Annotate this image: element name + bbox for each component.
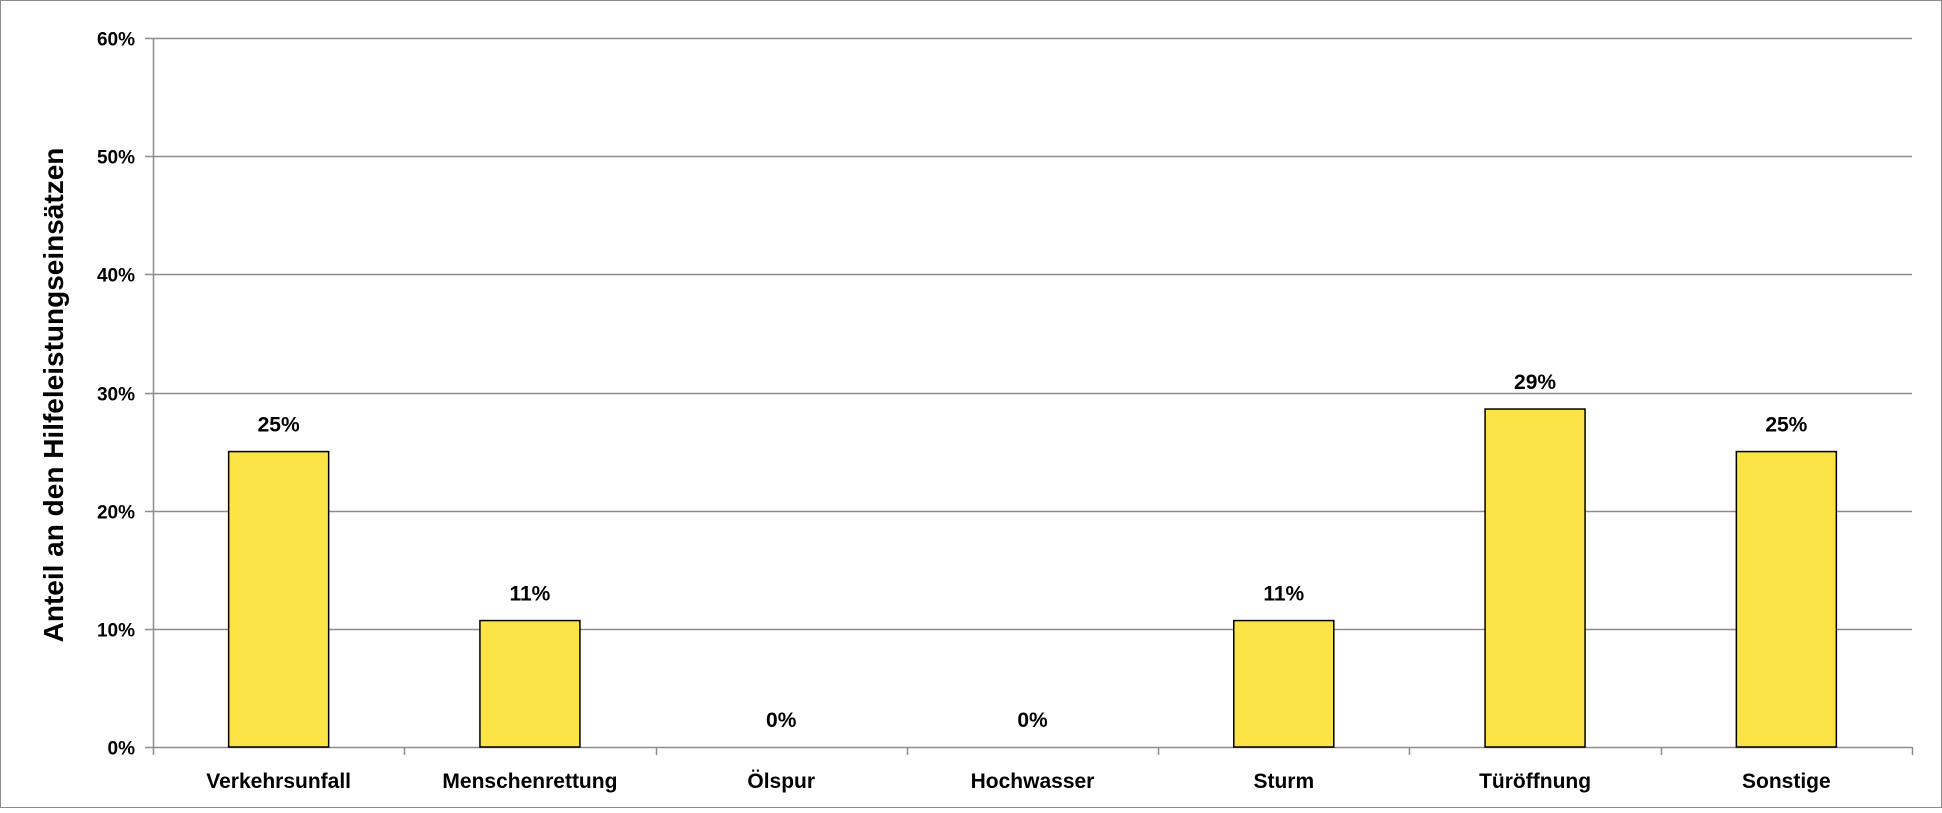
y-tick-label: 30% (97, 385, 135, 406)
bars (227, 408, 1838, 748)
data-label-1: 11% (509, 583, 550, 606)
x-tick-label-1: Menschenrettung (442, 770, 617, 793)
y-tick-label: 0% (108, 739, 136, 760)
y-axis-title: Anteil an den Hilfeleistungseinsätzen (38, 148, 69, 643)
data-label-4: 11% (1263, 583, 1304, 606)
data-label-3: 0% (1017, 709, 1048, 732)
x-tick-label-2: Ölspur (747, 770, 815, 793)
bar-6 (1735, 450, 1838, 748)
y-tick-label: 20% (97, 503, 135, 524)
gridlines (153, 37, 1912, 631)
y-tick-label: 60% (97, 30, 135, 51)
x-tick-label-3: Hochwasser (971, 770, 1095, 793)
data-label-0: 25% (258, 414, 300, 437)
y-tick-label: 50% (97, 148, 135, 169)
bar-0 (227, 450, 330, 748)
x-tick-label-0: Verkehrsunfall (206, 770, 351, 793)
x-tick-label-5: Türöffnung (1479, 770, 1591, 793)
y-tick-label: 40% (97, 266, 135, 287)
data-labels: 25% 11% 0% 0% 11% 29% 25% (258, 371, 1808, 732)
axes: 0% 10% 20% 30% 40% 50% 60% Verkehrsunfall Mensch… (97, 30, 1914, 793)
bar-4 (1233, 619, 1335, 748)
y-tick-label: 10% (97, 621, 135, 642)
x-tick-label-6: Sonstige (1742, 770, 1831, 793)
data-label-5: 29% (1514, 371, 1556, 394)
x-tick-label-4: Sturm (1253, 770, 1314, 793)
data-label-2: 0% (766, 709, 797, 732)
data-label-6: 25% (1765, 414, 1807, 437)
bar-5 (1484, 408, 1586, 748)
bar-1 (479, 619, 581, 748)
